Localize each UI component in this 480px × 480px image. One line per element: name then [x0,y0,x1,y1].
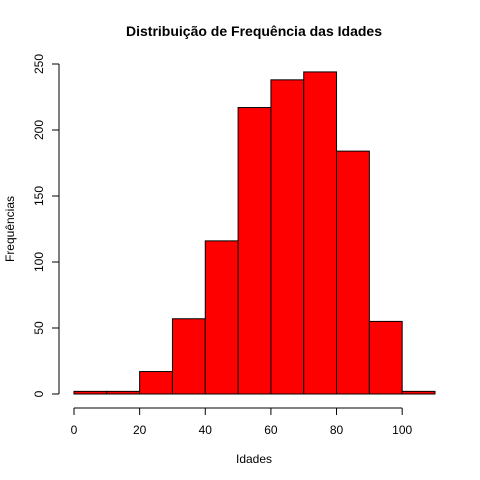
y-axis: 0 50 100 150 200 250 [32,54,60,397]
x-tick-label: 100 [392,423,412,437]
histogram-bar [270,79,305,395]
x-axis: 0 20 40 60 80 100 [71,407,413,437]
x-axis-label: Idades [236,452,272,466]
histogram-bar [106,390,141,395]
y-tick-label: 50 [32,321,46,335]
y-tick-label: 0 [32,390,46,397]
histogram-bar [368,320,403,395]
histogram-bar [171,318,206,395]
histogram-bar [73,390,108,395]
y-tick-label: 150 [32,186,46,206]
y-tick-label: 200 [32,120,46,140]
histogram-bar [237,107,272,395]
histogram-bar [336,150,370,395]
x-tick-label: 60 [264,423,278,437]
bars [73,71,436,395]
y-tick-label: 250 [32,54,46,74]
y-axis-label: Frequências [3,196,17,262]
histogram-bar [139,371,173,395]
y-tick-label: 100 [32,252,46,272]
x-tick-label: 20 [133,423,147,437]
chart-title: Distribuição de Frequência das Idades [126,23,382,39]
histogram-bar [303,71,338,395]
x-tick-label: 0 [71,423,78,437]
histogram-bar [204,240,239,395]
histogram-bar [401,390,436,395]
x-tick-label: 80 [330,423,344,437]
x-tick-label: 40 [199,423,213,437]
